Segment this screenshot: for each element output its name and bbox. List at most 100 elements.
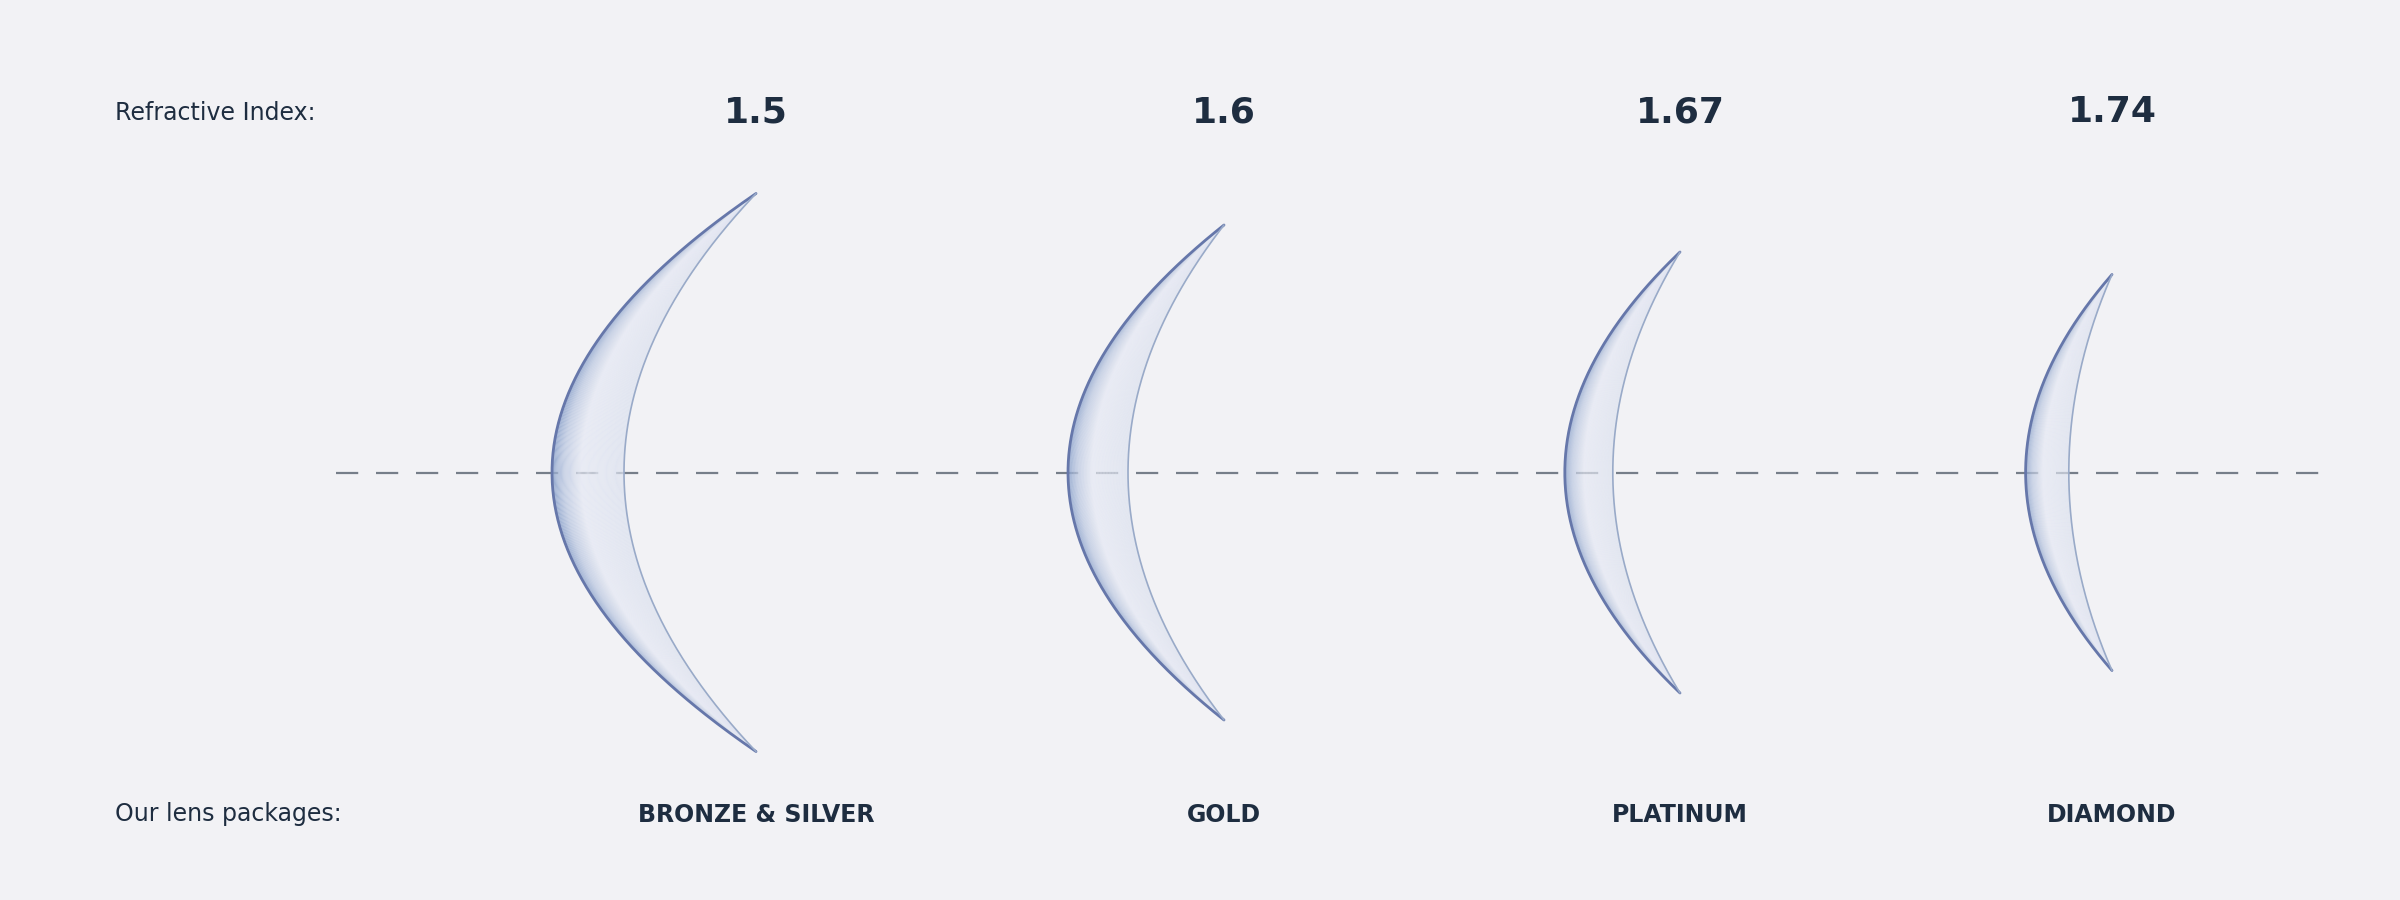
Polygon shape: [1116, 225, 1224, 720]
Polygon shape: [566, 194, 756, 752]
Polygon shape: [1078, 225, 1224, 720]
Polygon shape: [1111, 225, 1224, 720]
Polygon shape: [2057, 274, 2112, 670]
Polygon shape: [2050, 274, 2112, 670]
Polygon shape: [1570, 252, 1680, 693]
Polygon shape: [1570, 252, 1680, 693]
Polygon shape: [614, 194, 756, 752]
Polygon shape: [2059, 274, 2112, 670]
Polygon shape: [2035, 274, 2112, 670]
Polygon shape: [624, 194, 756, 752]
Polygon shape: [1603, 252, 1680, 693]
Polygon shape: [1118, 225, 1224, 720]
Polygon shape: [2054, 274, 2112, 670]
Polygon shape: [1589, 252, 1680, 693]
Polygon shape: [612, 194, 756, 752]
Polygon shape: [1598, 252, 1680, 693]
Polygon shape: [1078, 225, 1224, 720]
Polygon shape: [1109, 225, 1224, 720]
Polygon shape: [554, 194, 756, 752]
Polygon shape: [562, 194, 756, 752]
Polygon shape: [2052, 274, 2112, 670]
Polygon shape: [581, 194, 756, 752]
Polygon shape: [588, 194, 756, 752]
Polygon shape: [2035, 274, 2112, 670]
Polygon shape: [2052, 274, 2112, 670]
Polygon shape: [1123, 225, 1224, 720]
Polygon shape: [605, 194, 756, 752]
Polygon shape: [1603, 252, 1680, 693]
Polygon shape: [583, 194, 756, 752]
Polygon shape: [2050, 274, 2112, 670]
Polygon shape: [1102, 225, 1224, 720]
Polygon shape: [607, 194, 756, 752]
Polygon shape: [1090, 225, 1224, 720]
Polygon shape: [1111, 225, 1224, 720]
Polygon shape: [2033, 274, 2112, 670]
Polygon shape: [2042, 274, 2112, 670]
Polygon shape: [1121, 225, 1224, 720]
Polygon shape: [2040, 274, 2112, 670]
Polygon shape: [595, 194, 756, 752]
Polygon shape: [610, 194, 756, 752]
Text: 1.67: 1.67: [1634, 95, 1726, 130]
Polygon shape: [578, 194, 756, 752]
Polygon shape: [1099, 225, 1224, 720]
Polygon shape: [1586, 252, 1680, 693]
Polygon shape: [617, 194, 756, 752]
Polygon shape: [576, 194, 756, 752]
Polygon shape: [619, 194, 756, 752]
Polygon shape: [2054, 274, 2112, 670]
Polygon shape: [595, 194, 756, 752]
Polygon shape: [1577, 252, 1680, 693]
Text: 1.5: 1.5: [725, 95, 787, 130]
Polygon shape: [564, 194, 756, 752]
Polygon shape: [2066, 274, 2112, 670]
Polygon shape: [1116, 225, 1224, 720]
Polygon shape: [622, 194, 756, 752]
Polygon shape: [1126, 225, 1224, 720]
Polygon shape: [583, 194, 756, 752]
Polygon shape: [1104, 225, 1224, 720]
Polygon shape: [2045, 274, 2112, 670]
Polygon shape: [2038, 274, 2112, 670]
Polygon shape: [2026, 274, 2112, 670]
Polygon shape: [612, 194, 756, 752]
Polygon shape: [1579, 252, 1680, 693]
Polygon shape: [1106, 225, 1224, 720]
Polygon shape: [1598, 252, 1680, 693]
Polygon shape: [1606, 252, 1680, 693]
Polygon shape: [1579, 252, 1680, 693]
Polygon shape: [1087, 225, 1224, 720]
Polygon shape: [578, 194, 756, 752]
Polygon shape: [1613, 252, 1680, 693]
Polygon shape: [1121, 225, 1224, 720]
Polygon shape: [607, 194, 756, 752]
Polygon shape: [1070, 225, 1224, 720]
Polygon shape: [1118, 225, 1224, 720]
Polygon shape: [1579, 252, 1680, 693]
Polygon shape: [1094, 225, 1224, 720]
Polygon shape: [1092, 225, 1224, 720]
Polygon shape: [2052, 274, 2112, 670]
Polygon shape: [1586, 252, 1680, 693]
Polygon shape: [2054, 274, 2112, 670]
Polygon shape: [2052, 274, 2112, 670]
Polygon shape: [574, 194, 756, 752]
Polygon shape: [557, 194, 756, 752]
Polygon shape: [1574, 252, 1680, 693]
Polygon shape: [1090, 225, 1224, 720]
Polygon shape: [586, 194, 756, 752]
Polygon shape: [581, 194, 756, 752]
Polygon shape: [600, 194, 756, 752]
Polygon shape: [2042, 274, 2112, 670]
Polygon shape: [593, 194, 756, 752]
Polygon shape: [1070, 225, 1224, 720]
Polygon shape: [1565, 252, 1680, 693]
Polygon shape: [1574, 252, 1680, 693]
Polygon shape: [1104, 225, 1224, 720]
Polygon shape: [1577, 252, 1680, 693]
Polygon shape: [554, 194, 756, 752]
Polygon shape: [1114, 225, 1224, 720]
Text: 1.6: 1.6: [1193, 95, 1255, 130]
